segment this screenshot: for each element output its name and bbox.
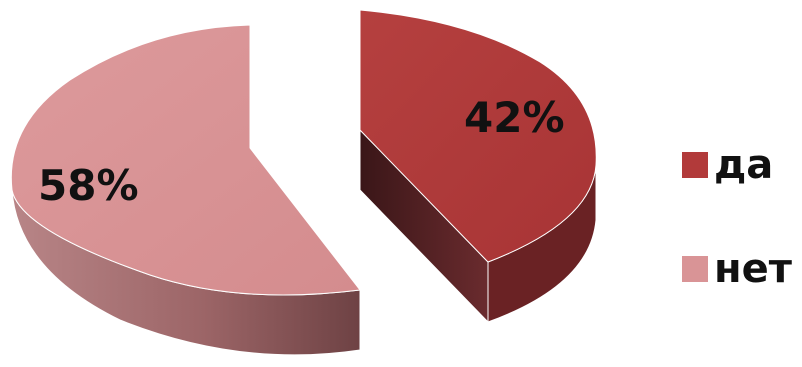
legend: да нет bbox=[682, 142, 793, 292]
legend-label-no: нет bbox=[714, 246, 793, 292]
legend-swatch-no bbox=[682, 256, 708, 282]
slice-yes-top bbox=[359, 9, 597, 263]
data-label-yes: 42% bbox=[464, 93, 565, 142]
slice-no bbox=[10, 24, 361, 356]
legend-label-yes: да bbox=[714, 142, 773, 188]
slice-no-top bbox=[10, 24, 361, 296]
slice-yes bbox=[359, 9, 597, 324]
data-label-no: 58% bbox=[38, 161, 139, 210]
legend-swatch-yes bbox=[682, 152, 708, 178]
